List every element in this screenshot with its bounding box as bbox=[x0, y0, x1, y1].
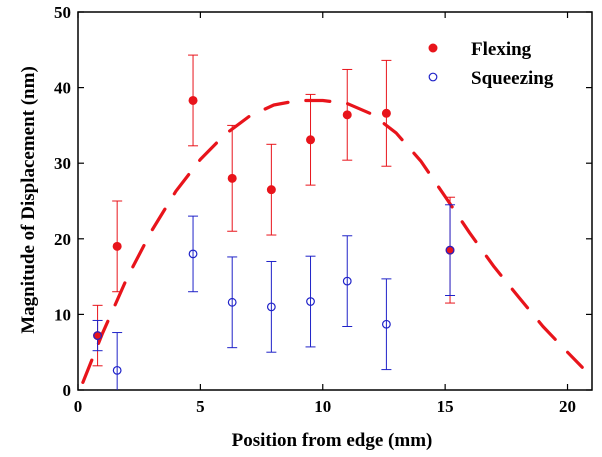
y-axis-title: Magnitude of Displacement (nm) bbox=[18, 66, 39, 334]
squeezing-point bbox=[382, 319, 391, 329]
flexing-point bbox=[227, 173, 237, 183]
squeezing-point bbox=[93, 331, 102, 340]
legend-label-flexing: Flexing bbox=[471, 39, 532, 60]
x-tick-label: 20 bbox=[559, 397, 576, 416]
plot-frame bbox=[77, 11, 593, 391]
squeezing-point bbox=[306, 297, 315, 306]
squeezing-point bbox=[188, 249, 198, 259]
flexing-point bbox=[266, 185, 276, 195]
y-tick-label: 20 bbox=[54, 230, 71, 249]
x-tick-label: 5 bbox=[196, 397, 205, 416]
flexing-point bbox=[342, 110, 352, 120]
squeezing-point bbox=[227, 297, 237, 307]
x-tick-label: 15 bbox=[437, 397, 454, 416]
y-tick-label: 30 bbox=[54, 154, 71, 173]
legend-label-squeezing: Squeezing bbox=[471, 68, 554, 89]
y-tick-label: 40 bbox=[54, 79, 71, 98]
flexing-point bbox=[381, 108, 391, 118]
flexing-point bbox=[306, 135, 316, 145]
flexing-point bbox=[188, 95, 198, 105]
flexing-point bbox=[112, 241, 122, 251]
x-tick-label: 10 bbox=[314, 397, 331, 416]
y-tick-label: 10 bbox=[54, 305, 71, 324]
squeezing-point bbox=[112, 365, 122, 375]
fit-curve-dashed bbox=[81, 98, 584, 384]
x-axis-title: Position from edge (mm) bbox=[232, 430, 433, 451]
y-tick-label: 0 bbox=[63, 381, 72, 400]
legend-marker-squeezing bbox=[428, 72, 438, 82]
squeezing-point bbox=[342, 276, 352, 286]
y-tick-label: 50 bbox=[54, 3, 71, 22]
x-tick-label: 0 bbox=[74, 397, 83, 416]
legend-marker-flexing bbox=[428, 43, 438, 53]
squeezing-point bbox=[445, 245, 455, 255]
squeezing-point bbox=[266, 302, 276, 312]
